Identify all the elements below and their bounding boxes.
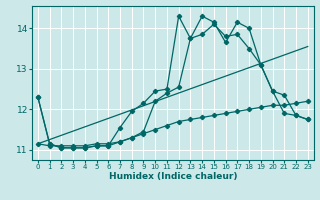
X-axis label: Humidex (Indice chaleur): Humidex (Indice chaleur): [108, 172, 237, 181]
